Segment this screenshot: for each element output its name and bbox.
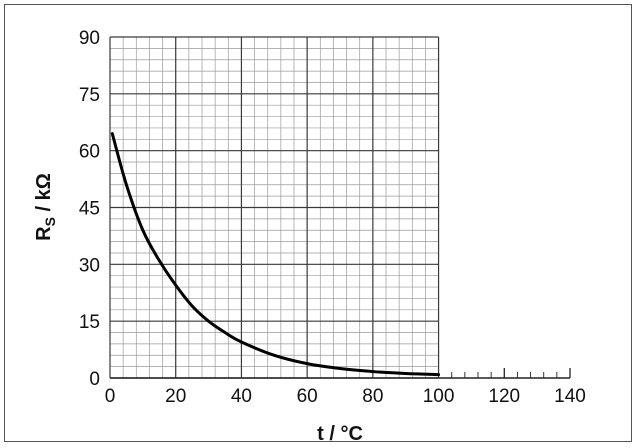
y-axis-title: RS / kΩ (33, 173, 58, 241)
y-tick-label: 45 (79, 199, 100, 220)
x-tick-label: 80 (362, 386, 383, 407)
x-tick-label: 0 (105, 386, 116, 407)
series-line (110, 132, 441, 377)
x-tick-label: 20 (165, 386, 186, 407)
x-tick-label: 40 (231, 386, 252, 407)
tick-marks (110, 368, 571, 379)
chart-frame (4, 4, 632, 442)
x-tick-label: 120 (488, 386, 520, 407)
y-tick-label: 60 (79, 142, 100, 163)
y-tick-label: 0 (89, 369, 100, 390)
y-axis-title-subscript: S (42, 217, 58, 226)
x-tick-labels: 0 20 40 60 80 100 120 140 (105, 386, 586, 407)
x-tick-label: 60 (297, 386, 318, 407)
grid-major (109, 36, 440, 379)
y-tick-label: 30 (79, 255, 100, 276)
y-axis-title-main: R (33, 226, 55, 241)
y-tick-label: 15 (79, 312, 100, 333)
y-tick-label: 75 (79, 85, 100, 106)
x-tick-label: 100 (423, 386, 455, 407)
x-axis-title: t / °C (317, 423, 363, 445)
series-layer (110, 132, 441, 377)
y-tick-labels: 0 15 30 45 60 75 90 (79, 28, 100, 390)
y-tick-label: 90 (79, 28, 100, 49)
y-axis-title-unit: / kΩ (33, 173, 55, 217)
x-tick-label: 140 (554, 386, 586, 407)
